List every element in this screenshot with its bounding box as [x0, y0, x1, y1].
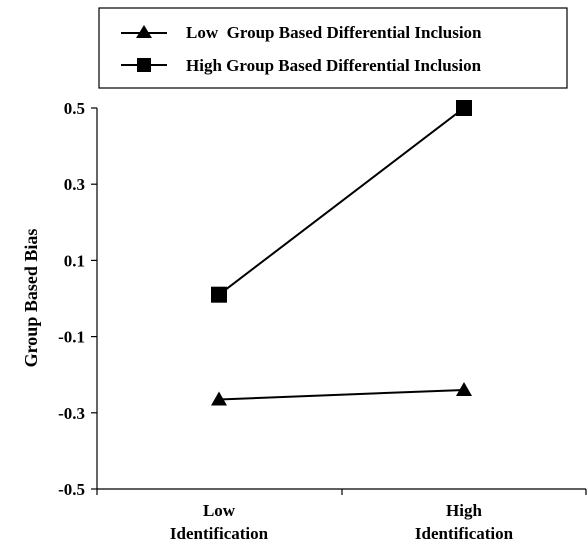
y-ticks: -0.5 -0.3 -0.1 0.1 0.3 0.5 [58, 99, 97, 499]
x-axis: Low Identification High Identification [96, 488, 587, 543]
x-tick-label-high-line2: Identification [415, 524, 514, 543]
legend-label-low: Low Group Based Differential Inclusion [186, 23, 482, 42]
y-tick-label: -0.5 [58, 480, 85, 499]
plot-area [211, 100, 472, 406]
series-line-low [218, 388, 465, 401]
legend-label-high: High Group Based Differential Inclusion [186, 56, 482, 75]
legend-square-marker [137, 58, 151, 72]
x-tick-label-low-line1: Low [203, 501, 236, 520]
legend-entry-high: High Group Based Differential Inclusion [121, 56, 482, 75]
data-point-low-0 [211, 391, 227, 406]
legend-box [98, 7, 568, 89]
data-point-low-1 [456, 381, 472, 396]
y-tick-label: 0.1 [64, 251, 85, 270]
x-tick-label-low-line2: Identification [170, 524, 269, 543]
data-point-high-1 [456, 100, 472, 116]
y-tick-label: 0.3 [64, 175, 85, 194]
y-axis-label: Group Based Bias [21, 229, 41, 368]
y-axis: -0.5 -0.3 -0.1 0.1 0.3 0.5 Group Based Bias [21, 99, 98, 499]
legend: Low Group Based Differential Inclusion H… [98, 7, 568, 89]
legend-triangle-marker [136, 25, 152, 38]
x-tick-label-high-line1: High [446, 501, 482, 520]
data-point-high-0 [211, 286, 227, 303]
series-line-high [218, 107, 465, 296]
y-tick-label: -0.3 [58, 404, 85, 423]
y-tick-label: 0.5 [64, 99, 85, 118]
y-tick-label: -0.1 [58, 328, 85, 347]
legend-entry-low: Low Group Based Differential Inclusion [121, 23, 482, 42]
